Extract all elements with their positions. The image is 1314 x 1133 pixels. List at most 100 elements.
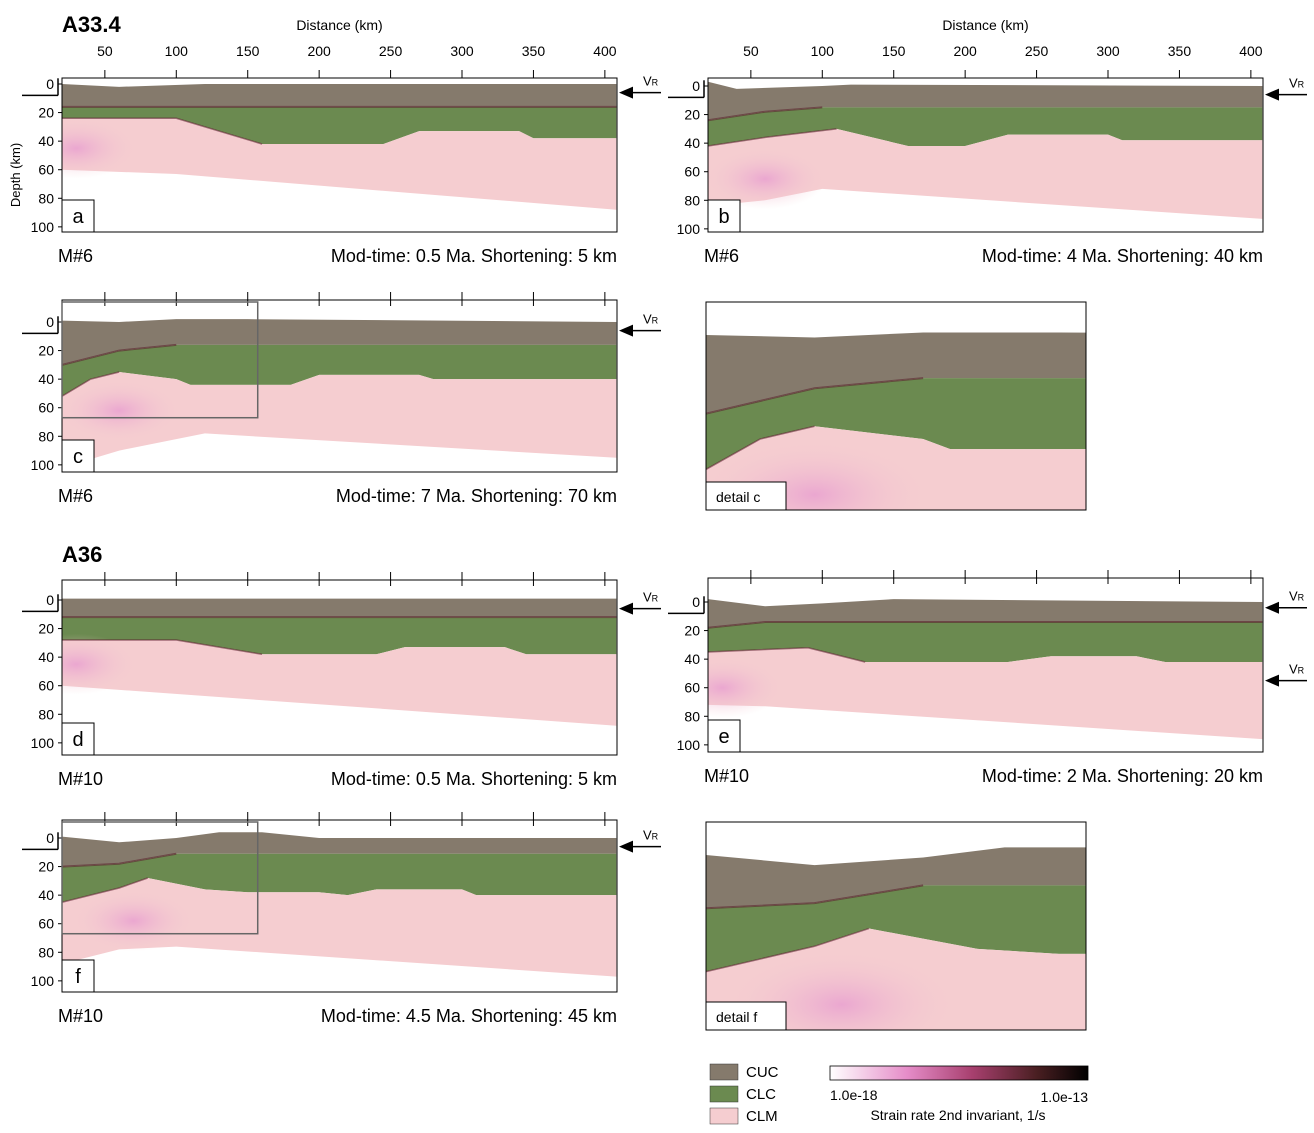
panel-letter: a	[72, 206, 84, 228]
y-tick-label: 100	[31, 457, 55, 473]
velocity-sub: R	[652, 832, 659, 842]
clc-layer	[62, 344, 617, 397]
y-tick-label: 0	[46, 830, 54, 846]
y-tick-label: 80	[38, 706, 54, 722]
cuc-layer	[708, 599, 1263, 628]
y-tick-label: 100	[31, 973, 55, 989]
panel-letter: b	[718, 206, 729, 228]
y-tick-label: 100	[31, 735, 55, 751]
velocity-label: VR	[643, 590, 659, 605]
shear-zone	[62, 639, 263, 656]
y-tick-label: 60	[684, 680, 700, 696]
x-tick-label: 50	[97, 43, 113, 59]
y-tick-label: 100	[677, 221, 701, 237]
clc-layer	[708, 622, 1263, 663]
detail-frame	[705, 821, 1087, 1031]
cuc-layer	[62, 319, 617, 365]
panel-letter: f	[75, 966, 81, 988]
panel-caption: Mod-time: 4 Ma. Shortening: 40 km	[982, 246, 1263, 266]
legend-swatch	[709, 1063, 739, 1081]
model-label: M#6	[58, 486, 93, 506]
x-tick-label: 250	[1025, 43, 1049, 59]
colorbar-min: 1.0e-18	[830, 1087, 878, 1103]
section	[62, 319, 617, 468]
clm-layer	[708, 647, 1263, 740]
detail-label-box	[705, 1001, 787, 1031]
y-tick-label: 40	[38, 371, 54, 387]
velocity-main: V	[1289, 662, 1298, 677]
panel-frame	[61, 77, 618, 233]
section	[708, 81, 1263, 219]
strain-blob	[62, 117, 138, 179]
x-tick-label: 250	[379, 43, 403, 59]
model-label: M#6	[704, 246, 739, 266]
velocity-label: VR	[1289, 589, 1305, 604]
clc-layer	[62, 617, 617, 655]
section	[62, 84, 617, 210]
x-tick-label: 100	[165, 43, 189, 59]
group-title: A33.4	[62, 12, 121, 37]
y-tick-label: 40	[38, 887, 54, 903]
section	[706, 332, 1086, 510]
velocity-main: V	[643, 74, 652, 89]
panel-frame	[707, 77, 1264, 233]
velocity-main: V	[643, 590, 652, 605]
legend-label: CUC	[746, 1064, 779, 1081]
velocity-main: V	[643, 312, 652, 327]
cuc-layer	[708, 81, 1263, 121]
y-tick-label: 20	[38, 621, 54, 637]
y-tick-label: 0	[46, 592, 54, 608]
clc-layer	[706, 885, 1086, 972]
y-tick-label: 60	[38, 162, 54, 178]
detail-label: detail c	[716, 489, 760, 505]
x-axis-label: Distance (km)	[296, 17, 382, 33]
letter-box	[61, 439, 95, 473]
clm-layer	[62, 118, 617, 210]
velocity-sub: R	[1298, 593, 1305, 603]
panel-letter: e	[718, 726, 729, 748]
y-tick-label: 0	[46, 76, 54, 92]
y-tick-label: 100	[677, 737, 701, 753]
colorbar-label: Strain rate 2nd invariant, 1/s	[870, 1107, 1045, 1123]
y-tick-label: 60	[38, 678, 54, 694]
y-tick-label: 20	[684, 107, 700, 123]
shear-zone	[708, 646, 866, 663]
x-tick-label: 50	[743, 43, 759, 59]
x-tick-label: 200	[953, 43, 977, 59]
legend-swatch	[709, 1085, 739, 1103]
strain-blob	[708, 657, 784, 719]
velocity-label: VR	[1289, 662, 1305, 677]
velocity-sub: R	[652, 594, 659, 604]
velocity-label: VR	[643, 74, 659, 89]
y-tick-label: 80	[684, 708, 700, 724]
arrow-head	[619, 602, 633, 615]
y-tick-label: 0	[692, 78, 700, 94]
velocity-sub: R	[652, 316, 659, 326]
shear-zone	[706, 425, 815, 471]
arrow-head	[619, 86, 633, 99]
x-tick-label: 400	[593, 43, 617, 59]
clm-layer	[62, 372, 617, 468]
legend-label: CLC	[746, 1086, 776, 1103]
section	[62, 832, 617, 977]
shear-zone	[706, 377, 924, 415]
cuc-layer	[706, 847, 1086, 909]
strain-blob	[62, 633, 138, 695]
y-tick-label: 0	[692, 594, 700, 610]
velocity-main: V	[1289, 589, 1298, 604]
velocity-sub: R	[1298, 666, 1305, 676]
legend-swatch	[709, 1107, 739, 1125]
arrow-head	[1265, 88, 1279, 101]
strain-blob	[72, 890, 195, 952]
clc-layer	[708, 107, 1263, 147]
letter-box	[707, 719, 741, 753]
panel-letter: d	[72, 729, 83, 751]
panel-caption: Mod-time: 0.5 Ma. Shortening: 5 km	[331, 769, 617, 789]
velocity-main: V	[643, 828, 652, 843]
x-tick-label: 300	[450, 43, 474, 59]
cuc-layer	[62, 598, 617, 618]
x-tick-label: 200	[307, 43, 331, 59]
panel-letter: c	[73, 446, 83, 468]
letter-box	[61, 199, 95, 233]
detail-box	[61, 821, 259, 935]
